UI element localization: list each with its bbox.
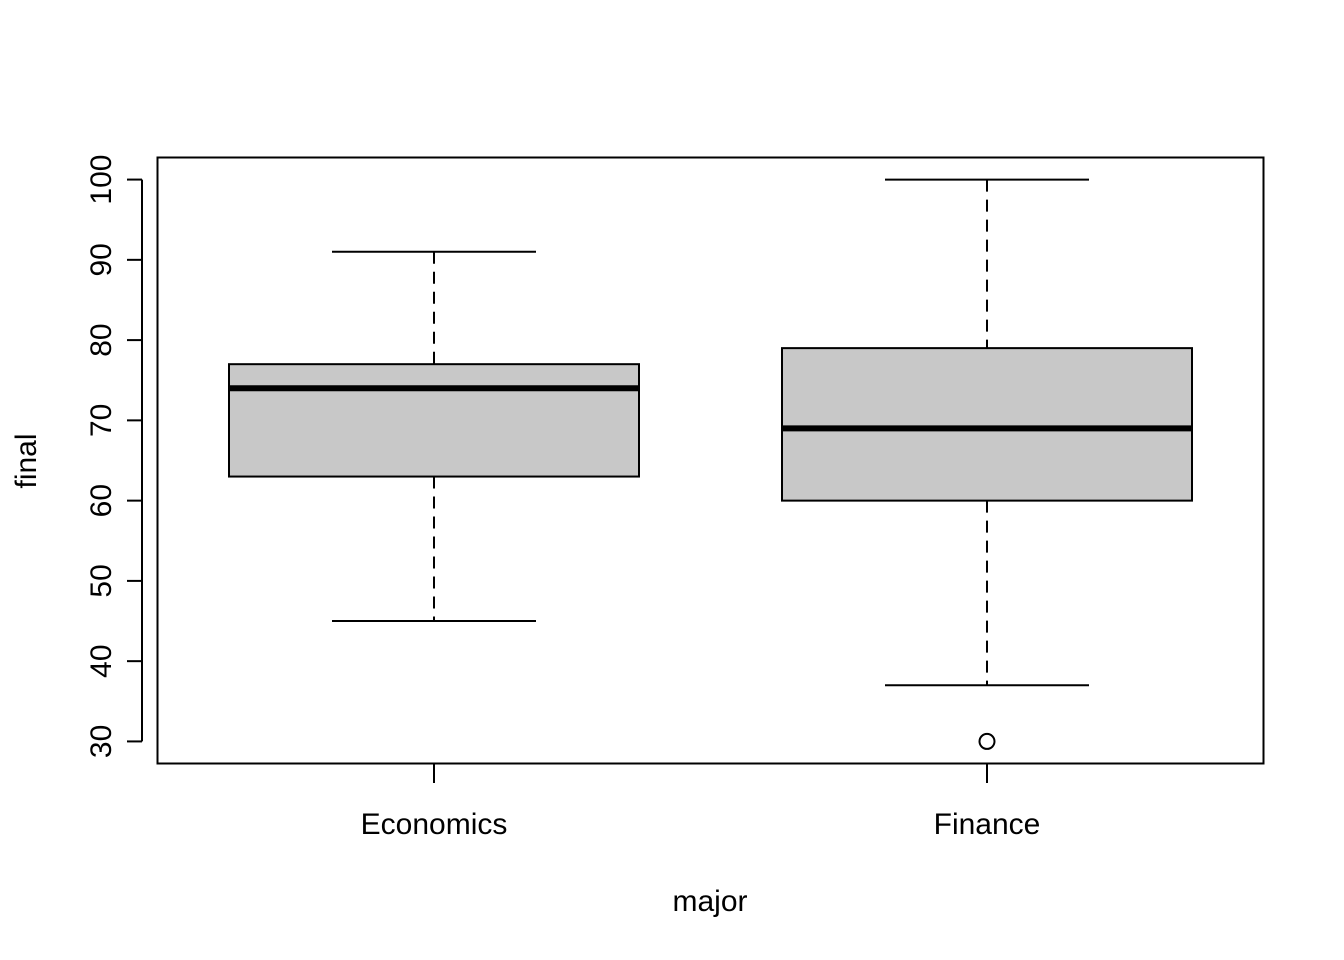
y-tick-label: 70: [85, 404, 118, 437]
y-tick-label: 60: [85, 484, 118, 517]
x-tick-label: Economics: [361, 808, 508, 841]
x-axis-title: major: [672, 885, 747, 918]
y-tick-label: 100: [85, 155, 118, 205]
x-tick-label: Finance: [934, 808, 1041, 841]
y-tick-label: 50: [85, 564, 118, 597]
y-axis-title: final: [10, 433, 43, 488]
y-axis: 30 40 50 60 70 80 90 100: [85, 155, 143, 758]
plot-frame: [156, 156, 1265, 765]
boxes-group: [228, 178, 1193, 750]
y-tick-label: 80: [85, 323, 118, 356]
y-tick-label: 40: [85, 644, 118, 677]
x-axis: Economics Finance: [361, 763, 1041, 841]
box-iqr: [781, 347, 1193, 502]
outlier-point: [978, 732, 996, 750]
y-tick-label: 90: [85, 243, 118, 276]
y-tick-label: 30: [85, 725, 118, 758]
box-iqr: [228, 363, 640, 478]
